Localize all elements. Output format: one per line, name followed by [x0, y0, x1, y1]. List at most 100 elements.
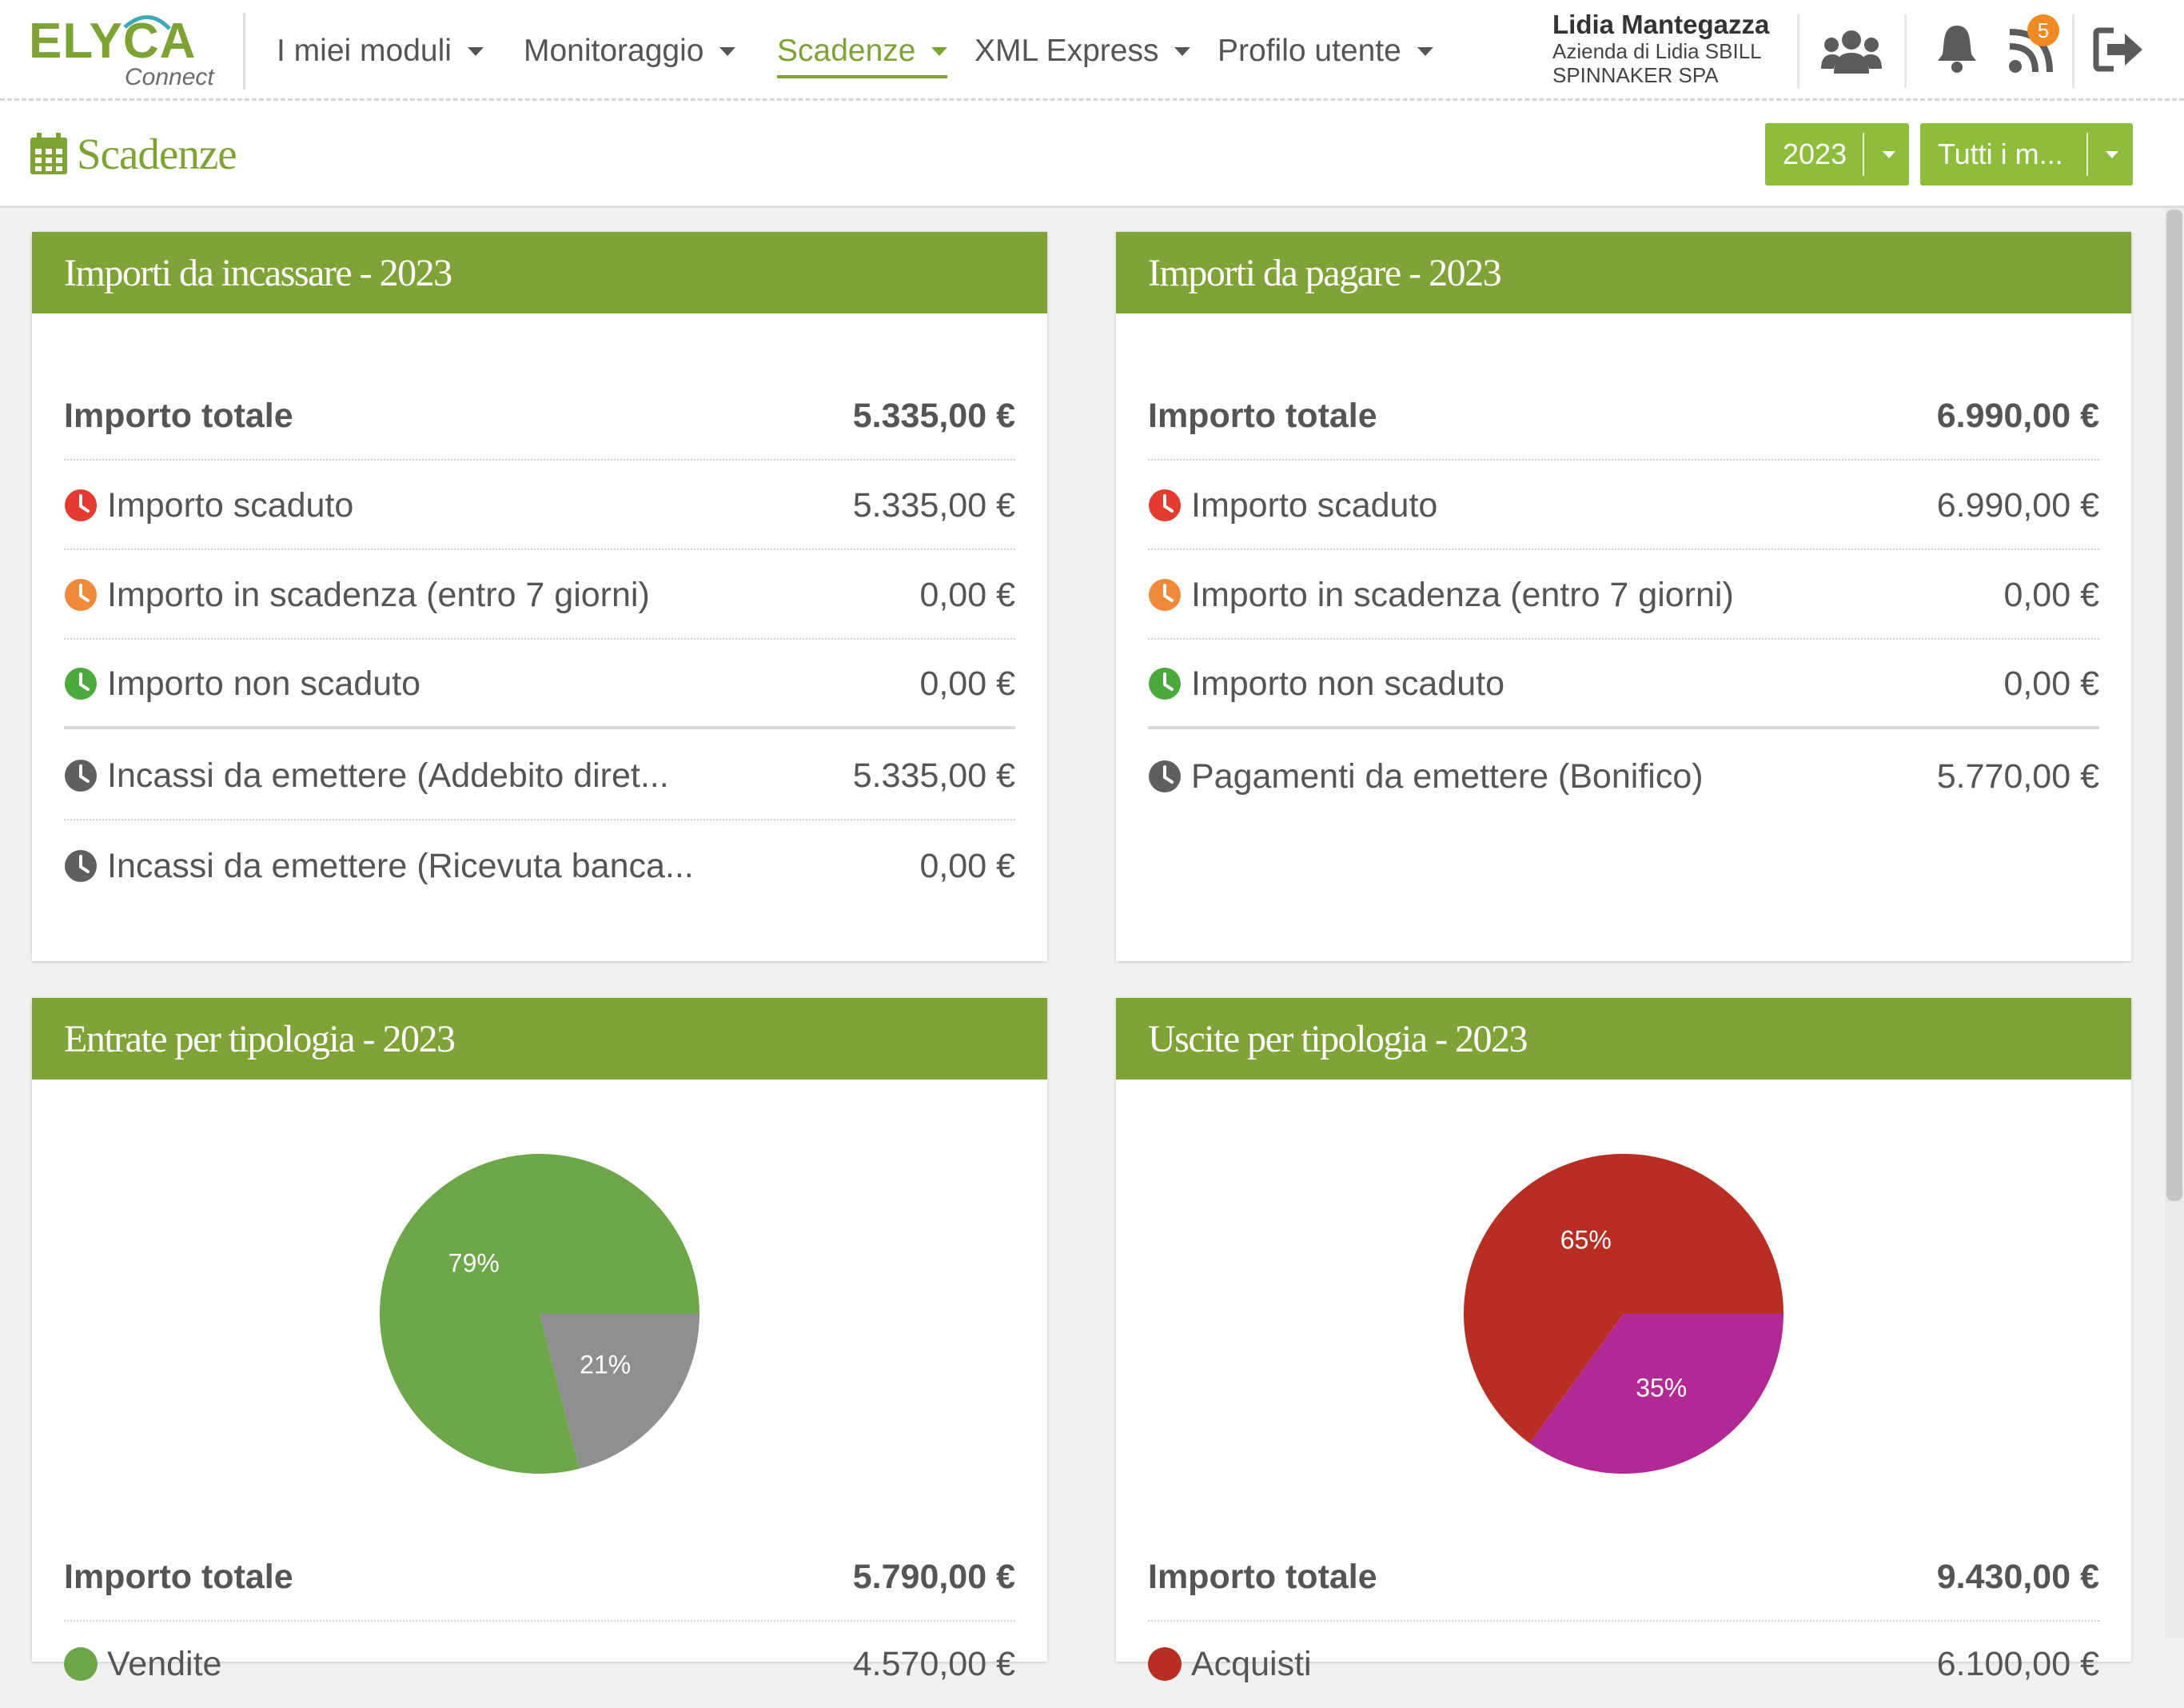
divider	[1904, 14, 1907, 88]
row-importo-non-scaduto: Importo non scaduto 0,00 €	[1148, 641, 2099, 729]
nav-label: Scadenze	[777, 34, 916, 68]
row-value: 0,00 €	[919, 846, 1015, 885]
nav-label: Profilo utente	[1218, 34, 1401, 68]
panel-importi-da-incassare: Importi da incassare - 2023 Importo tota…	[32, 232, 1047, 961]
nav-i-miei-moduli[interactable]: I miei moduli	[277, 29, 484, 74]
clock-icon-orange	[65, 579, 97, 611]
chevron-down-icon	[719, 46, 736, 56]
clock-icon-green	[1149, 668, 1181, 700]
logo-divider	[243, 13, 245, 90]
clock-icon-grey	[65, 850, 97, 882]
month-filter-value: Tutti i m...	[1938, 138, 2063, 170]
chevron-down-icon	[1174, 46, 1191, 56]
row-importo-in-scadenza: Importo in scadenza (entro 7 giorni) 0,0…	[64, 552, 1015, 640]
page-title: Scadenze	[77, 130, 237, 178]
row-label: Importo totale	[64, 396, 293, 435]
row-incassi-addebito-diretto: Incassi da emettere (Addebito diret... 5…	[64, 732, 1015, 820]
row-label: Importo totale	[1148, 1557, 1377, 1596]
legend-row-vendite: Vendite 4.570,00 €	[64, 1620, 1015, 1708]
panel-title: Importi da pagare - 2023	[1116, 232, 2131, 313]
panel-entrate-per-tipologia: Entrate per tipologia - 2023 79% 21% Impo…	[32, 998, 1047, 1683]
user-company-line2: SPINNAKER SPA	[1552, 62, 1719, 87]
clock-icon-green	[65, 668, 97, 700]
row-label-wrap: Incassi da emettere (Addebito diret...	[64, 756, 669, 796]
elyca-logo[interactable]: ELYCA Connect	[29, 11, 233, 91]
month-filter-dropdown[interactable]: Tutti i m...	[1920, 123, 2133, 186]
row-label-wrap: Pagamenti da emettere (Bonifico)	[1148, 757, 1704, 796]
nav-xml-express[interactable]: XML Express	[974, 29, 1191, 74]
row-label: Incassi da emettere (Addebito diret...	[107, 756, 669, 795]
row-value: 5.335,00 €	[852, 396, 1015, 435]
scrollbar-thumb[interactable]	[2166, 210, 2182, 1201]
row-label: Importo scaduto	[107, 485, 354, 525]
pie-slice[interactable]	[540, 1314, 699, 1469]
pie-slice-label: 65%	[1560, 1225, 1612, 1254]
nav-monitoraggio[interactable]: Monitoraggio	[524, 29, 736, 74]
dropdown-divider	[1863, 133, 1864, 176]
row-value: 9.430,00 €	[1936, 1557, 2099, 1596]
panel-title: Entrate per tipologia - 2023	[32, 998, 1047, 1079]
row-value: 6.990,00 €	[1936, 396, 2099, 435]
legend-dot	[1148, 1647, 1182, 1681]
logo-swoosh	[123, 15, 171, 30]
row-value: 5.335,00 €	[852, 485, 1015, 525]
user-info: Lidia Mantegazza Azienda di Lidia SBILL …	[1552, 10, 1792, 88]
chevron-down-icon	[931, 46, 948, 56]
clock-icon-orange	[1149, 579, 1181, 611]
panel-uscite-per-tipologia: Uscite per tipologia - 2023 65% 35% Impor…	[1116, 998, 2131, 1683]
pie-slice-label: 79%	[448, 1248, 500, 1277]
row-value: 5.790,00 €	[852, 1557, 1015, 1596]
year-filter-dropdown[interactable]: 2023	[1765, 123, 1909, 186]
panel-importi-da-pagare: Importi da pagare - 2023 Importo totale …	[1116, 232, 2131, 961]
row-value: 0,00 €	[919, 575, 1015, 614]
row-label: Importo in scadenza (entro 7 giorni)	[107, 575, 650, 614]
bell-icon[interactable]	[1936, 22, 1978, 75]
nav-label: XML Express	[974, 34, 1159, 68]
row-label-wrap: Importo scaduto	[1148, 486, 1437, 525]
pie-slice[interactable]	[1464, 1154, 1783, 1443]
row-label: Importo totale	[1148, 396, 1377, 435]
row-importo-totale: Importo totale 6.990,00 €	[1148, 373, 2099, 461]
row-label: Importo totale	[64, 1557, 293, 1596]
nav-profilo-utente[interactable]: Profilo utente	[1218, 29, 1433, 74]
uscite-pie-chart[interactable]: 65% 35%	[1460, 1150, 1787, 1478]
clock-icon-red	[65, 489, 97, 521]
row-value: 6.100,00 €	[1936, 1644, 2099, 1683]
logout-icon[interactable]	[2093, 27, 2144, 72]
clock-icon-grey	[65, 760, 97, 792]
row-label: Vendite	[107, 1644, 222, 1683]
row-label-wrap: Importo in scadenza (entro 7 giorni)	[64, 576, 650, 615]
row-label-wrap: Importo non scaduto	[1148, 664, 1504, 704]
row-value: 5.770,00 €	[1936, 756, 2099, 796]
row-value: 6.990,00 €	[1936, 485, 2099, 525]
clock-icon-grey	[1149, 760, 1181, 792]
row-label-wrap: Incassi da emettere (Ricevuta banca...	[64, 847, 694, 886]
row-value: 0,00 €	[2003, 575, 2099, 614]
row-importo-in-scadenza: Importo in scadenza (entro 7 giorni) 0,0…	[1148, 552, 2099, 640]
row-label-wrap: Importo non scaduto	[64, 664, 420, 704]
row-incassi-ricevuta-bancaria: Incassi da emettere (Ricevuta banca... 0…	[64, 822, 1015, 910]
nav-label: I miei moduli	[277, 34, 452, 68]
divider	[2072, 14, 2074, 88]
pie-slice[interactable]	[1529, 1314, 1783, 1474]
row-pagamenti-bonifico: Pagamenti da emettere (Bonifico) 5.770,0…	[1148, 732, 2099, 820]
row-value: 4.570,00 €	[852, 1644, 1015, 1683]
panel-title: Importi da incassare - 2023	[32, 232, 1047, 313]
top-navbar: ELYCA Connect I miei moduli Monitoraggio…	[0, 0, 2184, 101]
nav-label: Monitoraggio	[524, 34, 704, 68]
row-importo-scaduto: Importo scaduto 5.335,00 €	[64, 462, 1015, 550]
user-name: Lidia Mantegazza	[1552, 10, 1770, 39]
row-value: 5.335,00 €	[852, 756, 1015, 795]
row-label: Incassi da emettere (Ricevuta banca...	[107, 846, 694, 885]
panel-title: Uscite per tipologia - 2023	[1116, 998, 2131, 1079]
nav-scadenze[interactable]: Scadenze	[777, 29, 948, 78]
chevron-down-icon	[2106, 151, 2118, 158]
chevron-down-icon	[1883, 151, 1895, 158]
entrate-pie-chart[interactable]: 79% 21%	[376, 1150, 703, 1478]
row-label: Pagamenti da emettere (Bonifico)	[1191, 756, 1704, 796]
row-label-wrap: Vendite	[64, 1645, 221, 1684]
chevron-down-icon	[467, 46, 484, 56]
row-label-wrap: Importo scaduto	[64, 486, 353, 525]
users-icon[interactable]	[1821, 29, 1882, 75]
legend-dot	[64, 1647, 98, 1681]
